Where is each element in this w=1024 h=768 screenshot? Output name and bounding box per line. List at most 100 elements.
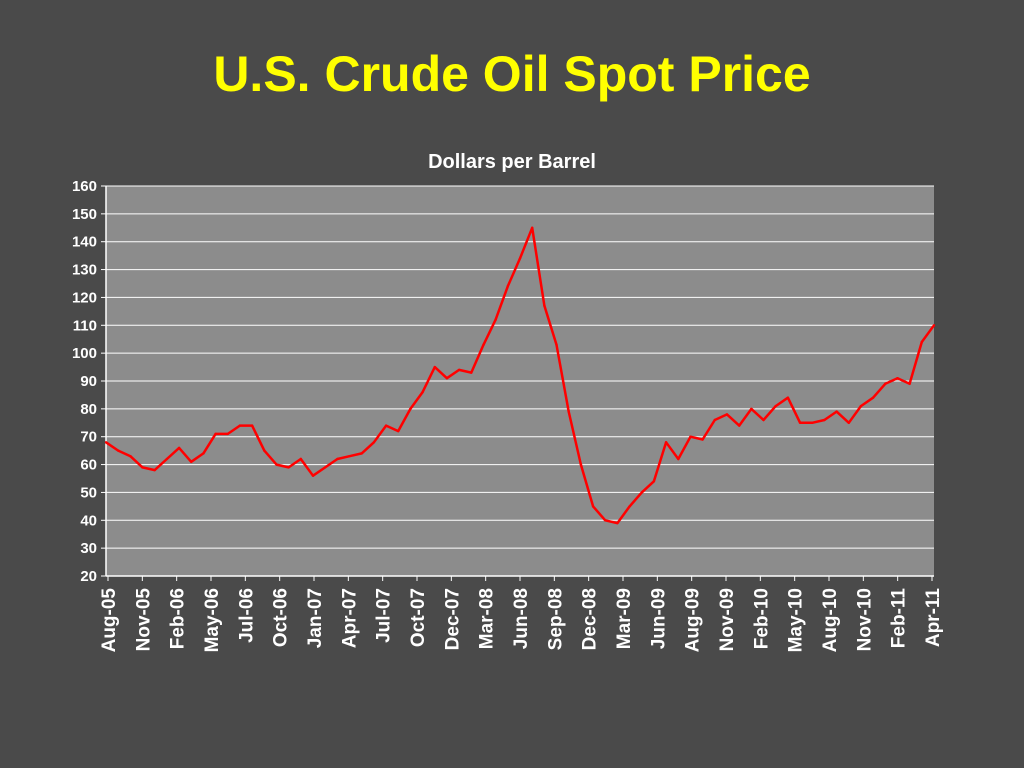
- gridlines: [106, 185, 934, 549]
- data-point: [567, 410, 570, 413]
- y-axis-ticks: 20 30 40 50 60 70 80 90 100 110 120 130 140 150 160: [72, 178, 106, 585]
- y-tick-label: 50: [80, 484, 97, 501]
- data-point: [871, 396, 875, 399]
- x-tick-label: Jan-07: [305, 588, 326, 648]
- y-tick-label: 20: [80, 568, 97, 585]
- data-point: [311, 474, 315, 477]
- data-point: [616, 521, 619, 525]
- data-point: [884, 382, 887, 385]
- data-point: [250, 424, 254, 427]
- y-tick-label: 60: [80, 457, 97, 474]
- data-point: [555, 343, 558, 346]
- data-point: [604, 519, 607, 522]
- data-point: [470, 371, 473, 374]
- data-point: [494, 318, 497, 321]
- x-tick-label: May-06: [202, 588, 223, 652]
- x-tick-label: Nov-09: [717, 588, 738, 651]
- y-tick-label: 140: [72, 234, 97, 251]
- data-point: [457, 368, 461, 372]
- data-point: [689, 435, 692, 438]
- x-tick-label: Dec-08: [580, 588, 601, 650]
- data-point: [932, 324, 936, 327]
- y-tick-label: 120: [72, 289, 97, 306]
- data-point: [263, 449, 266, 452]
- y-tick-label: 90: [80, 373, 97, 390]
- x-tick-label: Oct-07: [408, 588, 429, 647]
- x-tick-label: Apr-07: [339, 588, 360, 648]
- data-point: [482, 343, 485, 346]
- y-tick-label: 100: [72, 345, 97, 362]
- data-point: [518, 257, 522, 260]
- data-point: [202, 452, 205, 455]
- data-point: [774, 404, 777, 408]
- data-point: [104, 441, 108, 444]
- data-point: [238, 424, 242, 427]
- data-point: [275, 463, 278, 466]
- y-tick-label: 40: [80, 512, 97, 529]
- y-tick-label: 160: [72, 178, 97, 195]
- data-point: [287, 466, 290, 469]
- data-point: [153, 468, 156, 472]
- x-tick-label: Feb-06: [168, 588, 189, 649]
- data-point: [433, 365, 436, 369]
- data-point: [628, 505, 631, 508]
- data-point: [445, 377, 449, 380]
- data-point: [543, 304, 546, 307]
- x-tick-label: Feb-11: [889, 588, 910, 649]
- y-tick-label: 110: [73, 317, 97, 334]
- data-point: [214, 432, 217, 436]
- data-point: [531, 226, 534, 229]
- x-tick-label: Jun-09: [648, 588, 669, 649]
- data-point: [896, 377, 899, 380]
- data-point: [701, 438, 704, 441]
- data-point: [397, 429, 400, 433]
- x-tick-label: Jul-07: [374, 588, 395, 643]
- data-point: [640, 491, 643, 494]
- data-point: [129, 455, 132, 458]
- data-point: [190, 460, 193, 463]
- data-point: [798, 421, 802, 424]
- data-point: [421, 390, 424, 394]
- data-point: [579, 463, 583, 466]
- x-tick-label: Nov-10: [854, 588, 875, 651]
- x-tick-label: Jul-06: [236, 588, 257, 643]
- y-tick-label: 130: [72, 262, 97, 279]
- data-point: [664, 441, 668, 444]
- x-tick-label: Mar-09: [614, 588, 635, 649]
- data-point: [725, 413, 729, 416]
- data-point: [372, 441, 376, 444]
- slide-title: U.S. Crude Oil Spot Price: [213, 46, 811, 102]
- data-point: [847, 421, 850, 424]
- data-point: [348, 455, 351, 458]
- data-point: [591, 505, 595, 508]
- x-tick-label: Dec-07: [442, 588, 463, 650]
- data-point: [750, 407, 753, 411]
- data-point: [226, 432, 229, 436]
- y-tick-label: 150: [72, 206, 97, 223]
- x-tick-label: Mar-08: [477, 588, 498, 649]
- data-point: [324, 466, 327, 469]
- data-point: [811, 421, 814, 424]
- data-point: [762, 418, 765, 422]
- data-point: [823, 418, 826, 422]
- x-tick-label: Sep-08: [545, 588, 566, 650]
- data-point: [360, 452, 363, 455]
- y-tick-label: 80: [80, 401, 97, 418]
- x-tick-label: Jun-08: [511, 588, 532, 649]
- x-axis-ticks: Aug-05 Nov-05 Feb-06 May-06 Jul-06 Oct-06 Jan-…: [99, 576, 944, 652]
- data-point: [384, 424, 388, 427]
- data-point: [299, 457, 302, 461]
- y-tick-label: 30: [80, 540, 97, 557]
- x-tick-label: Nov-05: [133, 588, 154, 652]
- data-point: [920, 340, 923, 344]
- data-point: [652, 480, 656, 483]
- data-point: [908, 382, 911, 385]
- data-point: [786, 396, 790, 399]
- data-point: [738, 424, 741, 427]
- x-tick-label: Apr-11: [923, 588, 944, 648]
- x-tick-label: Aug-10: [820, 588, 841, 652]
- data-point: [177, 446, 181, 450]
- x-tick-label: Oct-06: [271, 588, 292, 647]
- data-point: [506, 285, 509, 288]
